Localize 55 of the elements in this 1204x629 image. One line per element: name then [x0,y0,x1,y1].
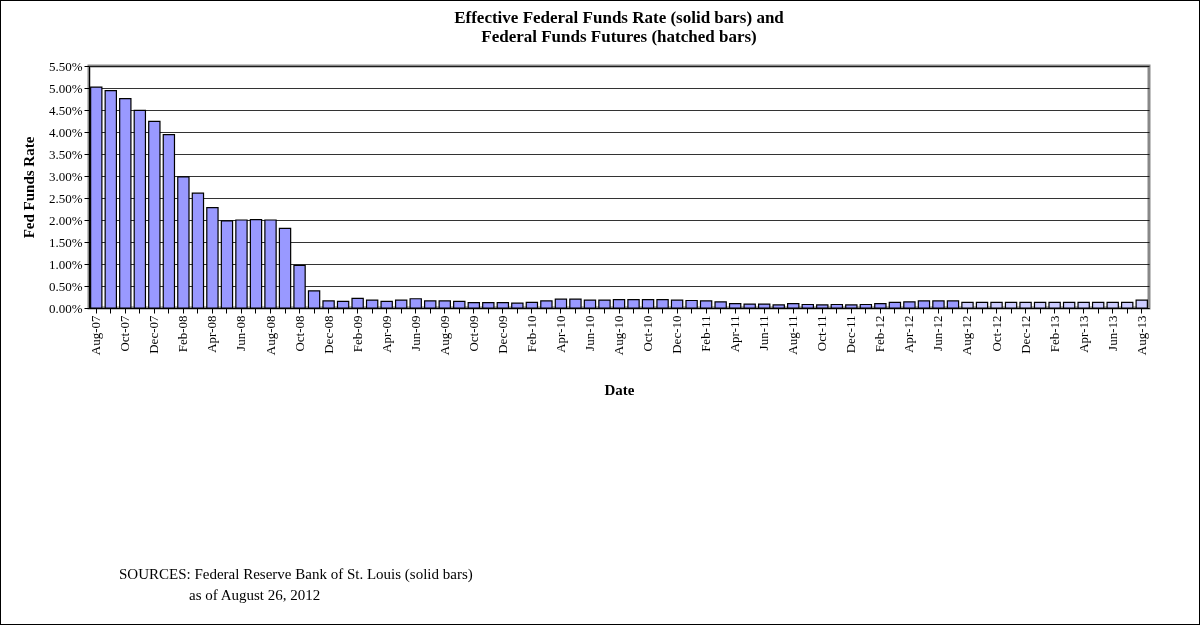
x-tick-label: Dec-12 [1017,315,1033,354]
x-tick-label: Apr-08 [204,315,220,353]
x-tick-label: Oct-12 [988,315,1004,352]
y-tick-label: 1.00% [48,256,83,272]
text: Federal Funds Futures (hatched bars) [481,27,757,46]
y-tick-label: 0.00% [48,300,83,316]
x-tick-label: Jun-12 [930,315,946,351]
x-tick-label: Oct-08 [291,315,307,352]
x-tick-label: Jun-09 [407,315,423,351]
y-tick-label: 3.50% [48,146,83,162]
x-tick-label: Jun-08 [233,315,249,351]
y-tick-label: 1.50% [48,234,83,250]
x-tick-label: Aug-13 [1133,315,1149,356]
x-tick-label: Feb-12 [872,315,888,353]
y-tick-label: 4.50% [48,102,83,118]
text: as of August 26, 2012 [188,586,322,605]
x-tick-label: Apr-13 [1075,315,1091,353]
x-tick-label: Apr-09 [378,315,394,353]
x-axis-title: Date [604,382,635,399]
x-tick-label: Aug-09 [436,315,452,356]
x-tick-label: Feb-09 [349,315,365,353]
x-tick-label: Dec-09 [494,315,510,354]
x-tick-label: Oct-10 [640,315,656,352]
x-tick-label: Apr-12 [901,315,917,353]
x-tick-label: Feb-13 [1046,315,1062,353]
y-tick-label: 0.50% [48,278,83,294]
x-tick-label: Jun-11 [756,315,772,351]
x-tick-label: Jun-13 [1104,315,1120,351]
x-tick-label: Aug-11 [785,315,801,355]
x-tick-label: Apr-10 [552,315,568,353]
x-tick-label: Jun-10 [581,315,597,351]
y-tick-label: 3.00% [48,168,83,184]
x-tick-label: Aug-12 [959,315,975,356]
x-tick-label: Dec-11 [843,315,859,354]
x-tick-label: Dec-10 [669,315,685,354]
x-tick-label: Oct-11 [814,315,830,352]
x-tick-label: Dec-08 [320,315,336,354]
x-tick-label: Oct-09 [465,315,481,352]
x-tick-label: Feb-11 [698,315,714,352]
x-tick-label: Aug-07 [88,315,104,356]
x-tick-label: Aug-10 [611,315,626,356]
y-tick-label: 4.00% [48,124,83,140]
y-tick-label: 2.50% [48,190,83,206]
text: Effective Federal Funds Rate (solid bars) and [454,8,784,27]
x-tick-label: Feb-10 [523,315,539,353]
y-tick-label: 2.00% [48,212,83,228]
y-tick-label: 5.50% [48,58,83,74]
source-note: SOURCES: Federal Reserve Bank of St. Louis (solid bars) [119,565,473,584]
x-tick-label: Feb-08 [175,315,191,353]
x-tick-label: Apr-11 [727,315,743,353]
y-axis-title: Fed Funds Rate [20,136,37,239]
x-tick-label: Dec-07 [146,315,162,354]
y-tick-label: 5.00% [48,80,83,96]
x-tick-label: Aug-08 [262,315,278,356]
x-tick-label: Oct-07 [117,315,133,352]
